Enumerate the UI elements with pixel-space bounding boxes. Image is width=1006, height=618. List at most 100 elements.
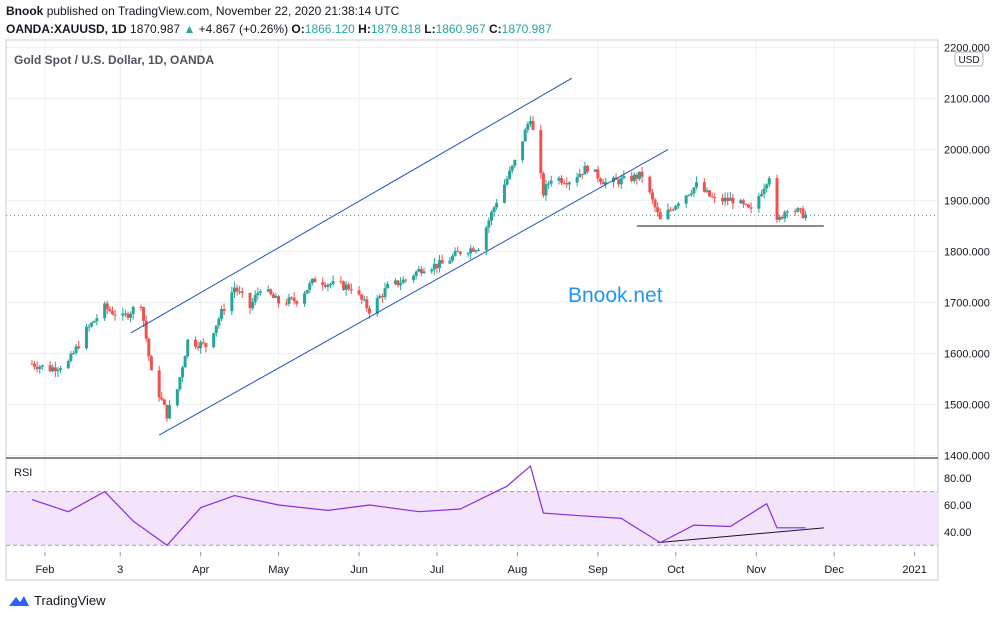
- rsi-trendline: [657, 527, 824, 544]
- candle-body: [290, 297, 294, 299]
- candle-body: [59, 368, 63, 370]
- candle-down: [108, 306, 112, 313]
- candle-down: [435, 263, 439, 274]
- candle-up: [186, 339, 190, 359]
- symbol-name: OANDA:XAUUSD, 1D: [6, 22, 127, 36]
- candle-up: [557, 175, 561, 185]
- rsi-tick-label: 40.00: [944, 527, 972, 539]
- chart-title: Gold Spot / U.S. Dollar, 1D, OANDA: [14, 53, 214, 67]
- candle-body: [804, 214, 808, 219]
- candle-body: [544, 184, 548, 196]
- candle-body: [671, 209, 675, 211]
- channel_upper-line: [130, 77, 573, 334]
- candle-body: [767, 178, 771, 185]
- usd-badge[interactable]: [954, 51, 984, 67]
- candle-body: [617, 179, 621, 185]
- candle-body: [432, 263, 436, 270]
- candle-up: [448, 256, 452, 265]
- candle-up: [422, 267, 426, 274]
- candle-body: [728, 197, 732, 201]
- candle-body: [126, 313, 130, 318]
- candle-down: [630, 171, 634, 183]
- candle-body: [528, 120, 532, 125]
- footer[interactable]: TradingView: [8, 592, 106, 608]
- candle-down: [77, 340, 81, 350]
- candle-body: [365, 299, 369, 309]
- candle-down: [562, 179, 566, 185]
- candle-body: [256, 292, 260, 296]
- candle-body: [240, 291, 244, 293]
- x-axis: Feb 3 Apr May Jun Jul Aug Sep Oct Nov Dec 2021: [35, 552, 927, 576]
- candle-body: [495, 202, 499, 208]
- candle-up: [666, 203, 670, 220]
- candle-body: [435, 263, 439, 269]
- candle-body: [103, 303, 107, 319]
- price-tick-label: 1500.000: [944, 399, 990, 411]
- candle-down: [248, 292, 252, 315]
- candle-down: [396, 280, 400, 288]
- price-tick-label: 1600.000: [944, 349, 990, 361]
- candle-up: [71, 351, 75, 355]
- candle-down: [713, 192, 717, 204]
- candle-up: [308, 280, 312, 294]
- candle-body: [448, 260, 452, 264]
- candle-up: [274, 292, 278, 299]
- candle-body: [702, 182, 706, 192]
- candle-body: [110, 310, 114, 315]
- candle-body: [53, 367, 57, 372]
- candle-up: [785, 209, 789, 218]
- candle-body: [121, 313, 125, 316]
- candle-body: [360, 294, 364, 300]
- candle-up: [453, 247, 457, 257]
- candle-body: [723, 197, 727, 202]
- candle-body: [762, 188, 766, 195]
- candle-up: [432, 257, 436, 275]
- candle-up: [92, 320, 96, 323]
- candle-body: [713, 197, 717, 199]
- candle-down: [162, 398, 166, 406]
- candle-body: [380, 296, 384, 298]
- candle-down: [471, 246, 475, 253]
- candle-body: [393, 280, 397, 284]
- candle-down: [650, 188, 654, 205]
- published-text: published on TradingView.com, November 2…: [46, 4, 400, 18]
- candle-down: [601, 178, 605, 185]
- candle-down: [744, 203, 748, 206]
- candle-body: [168, 405, 172, 419]
- time-tick-label: Nov: [746, 564, 766, 576]
- author-name[interactable]: Bnook: [6, 4, 44, 18]
- candle-body: [305, 289, 309, 294]
- candle-down: [721, 193, 725, 205]
- candle-body: [349, 288, 353, 291]
- candle-body: [253, 295, 257, 303]
- candle-up: [689, 189, 693, 197]
- candle-body: [676, 203, 680, 206]
- candle-down: [35, 361, 39, 373]
- candle-up: [217, 316, 221, 329]
- candle-body: [277, 296, 281, 304]
- candle-up: [804, 210, 808, 221]
- candle-up: [219, 305, 223, 322]
- candle-up: [695, 176, 699, 190]
- candle-up: [632, 172, 636, 184]
- candle-body: [453, 251, 457, 256]
- candle-body: [258, 291, 262, 293]
- candle-body: [560, 177, 564, 183]
- candle-body: [440, 260, 444, 264]
- candle-up: [430, 267, 434, 275]
- candle-body: [489, 212, 493, 221]
- candle-body: [321, 282, 325, 286]
- candle-down: [599, 177, 603, 185]
- candle-body: [801, 208, 805, 219]
- candle-up: [326, 283, 330, 292]
- candle-body: [684, 195, 688, 204]
- candle-down: [708, 189, 712, 198]
- candle-down: [347, 282, 351, 291]
- candle-body: [721, 197, 725, 202]
- candle-up: [212, 332, 216, 349]
- open-label: O:: [291, 22, 305, 36]
- candle-body: [222, 308, 226, 312]
- candle-up: [505, 176, 509, 186]
- candle-body: [375, 298, 379, 314]
